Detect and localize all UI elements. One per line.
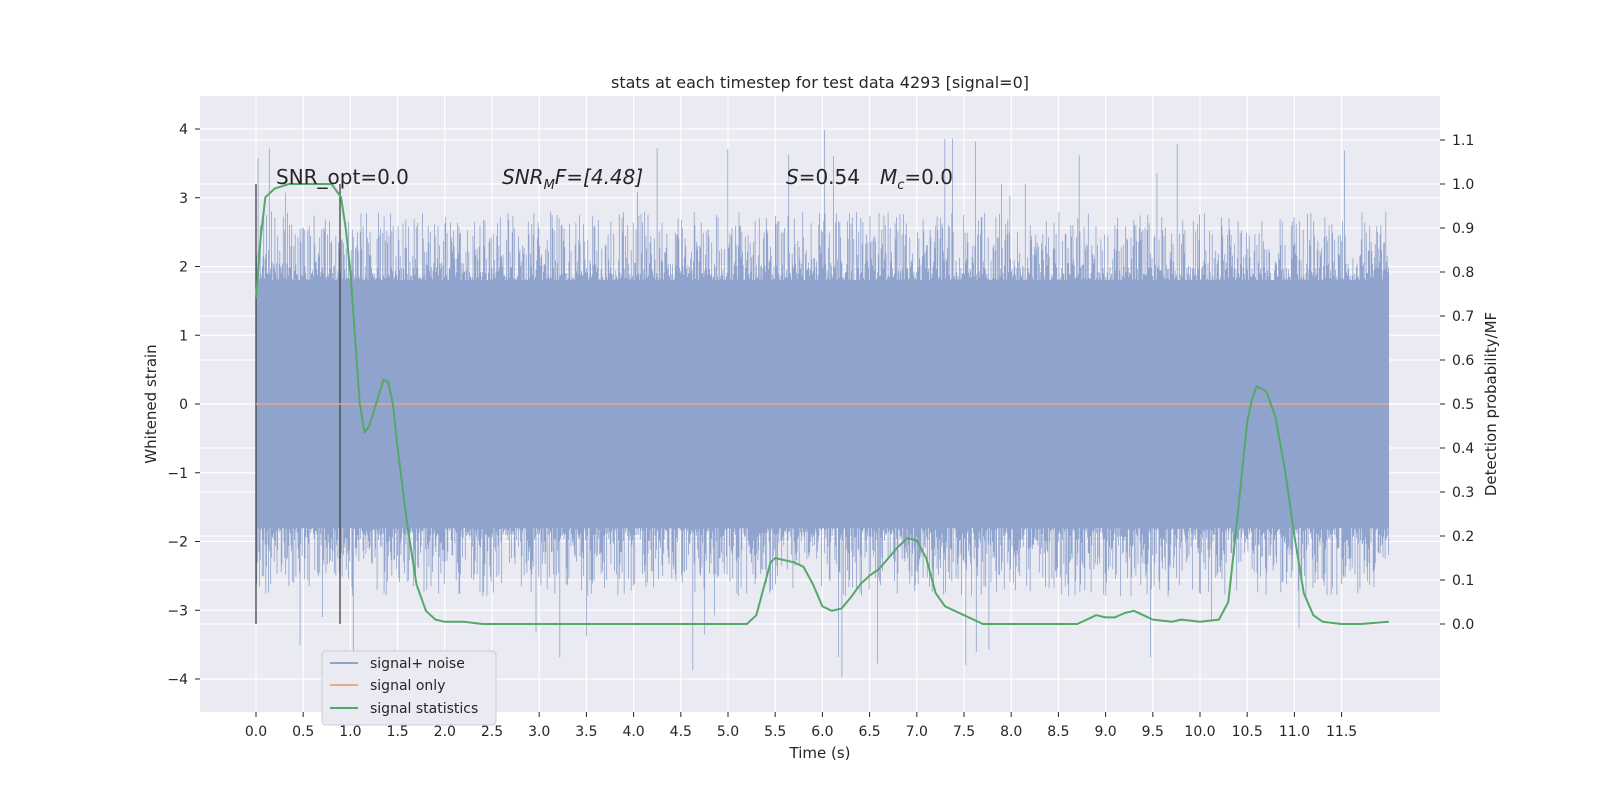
legend: signal+ noise signal only signal statist… <box>321 650 497 726</box>
y-tick-label: 1 <box>179 328 188 344</box>
y-axis-title: Whitened strain <box>142 344 160 463</box>
x-tick-label: 8.0 <box>1000 724 1022 740</box>
x-tick-label: 5.0 <box>717 724 739 740</box>
x-tick-label: 2.0 <box>434 724 456 740</box>
x-axis-title: Time (s) <box>789 744 851 762</box>
x-tick-label: 7.0 <box>906 724 928 740</box>
x-tick-label: 4.0 <box>622 724 644 740</box>
y-tick-label: −3 <box>167 603 188 619</box>
annotation-s: S=0.54 <box>786 165 860 189</box>
y2-tick-label: 0.1 <box>1452 573 1474 589</box>
y-tick-label: −4 <box>167 672 188 688</box>
x-tick-label: 11.0 <box>1279 724 1310 740</box>
y-tick-label: 0 <box>179 397 188 413</box>
y2-tick-label: 0.3 <box>1452 485 1474 501</box>
annotation-snr-mf: SNRMF=[4.48] <box>502 165 643 193</box>
x-tick-label: 0.0 <box>245 724 267 740</box>
legend-label-signal-statistics: signal statistics <box>370 701 478 717</box>
x-tick-label: 2.5 <box>481 724 503 740</box>
y2-axis-title: Detection probability/MF <box>1482 312 1500 496</box>
y-tick-label: 3 <box>179 191 188 207</box>
x-tick-label: 3.5 <box>575 724 597 740</box>
x-tick-labels: 0.0 0.5 1.0 1.5 2.0 2.5 3.0 3.5 4.0 4.5 5.0 5.5 6.0 6… <box>245 712 1357 740</box>
legend-box <box>321 650 497 726</box>
y2-tick-label: 0.2 <box>1452 529 1474 545</box>
x-tick-label: 0.5 <box>292 724 314 740</box>
y2-tick-label: 0.9 <box>1452 221 1474 237</box>
x-tick-label: 4.5 <box>670 724 692 740</box>
x-tick-label: 7.5 <box>953 724 975 740</box>
y2-tick-labels: 1.1 1.0 0.9 0.8 0.7 0.6 0.5 0.4 0.3 0.2 0.1 0.0 <box>1440 133 1474 633</box>
y2-tick-label: 0.6 <box>1452 353 1474 369</box>
y-tick-label: 4 <box>179 122 188 138</box>
y2-tick-label: 0.0 <box>1452 617 1474 633</box>
x-tick-label: 11.5 <box>1326 724 1357 740</box>
y-tick-label: −1 <box>167 466 188 482</box>
y2-tick-label: 0.4 <box>1452 441 1474 457</box>
x-tick-label: 9.5 <box>1142 724 1164 740</box>
y-tick-label: −2 <box>167 535 188 551</box>
y2-tick-label: 0.5 <box>1452 397 1474 413</box>
chart-title: stats at each timestep for test data 429… <box>611 73 1029 92</box>
x-tick-label: 6.5 <box>858 724 880 740</box>
signal-statistics-line <box>255 183 1389 625</box>
legend-label-signal-only: signal only <box>370 678 445 694</box>
y2-tick-label: 1.1 <box>1452 133 1474 149</box>
x-tick-label: 9.0 <box>1094 724 1116 740</box>
signal-statistics-series <box>255 183 1389 625</box>
y-tick-labels: 4 3 2 1 0 −1 −2 −3 −4 <box>167 122 200 688</box>
x-tick-label: 6.0 <box>811 724 833 740</box>
x-tick-label: 10.0 <box>1184 724 1215 740</box>
annotation-mc: Mc=0.0 <box>880 165 953 193</box>
legend-label-signal-noise: signal+ noise <box>370 656 465 672</box>
y2-tick-label: 0.7 <box>1452 309 1474 325</box>
x-tick-label: 3.0 <box>528 724 550 740</box>
x-tick-label: 5.5 <box>764 724 786 740</box>
x-tick-label: 10.5 <box>1232 724 1263 740</box>
x-tick-label: 1.0 <box>339 724 361 740</box>
y-tick-label: 2 <box>179 260 188 276</box>
x-tick-label: 1.5 <box>386 724 408 740</box>
y2-tick-label: 0.8 <box>1452 265 1474 281</box>
annotation-snr-opt: SNR_opt=0.0 <box>276 165 409 189</box>
y2-tick-label: 1.0 <box>1452 177 1474 193</box>
x-tick-label: 8.5 <box>1047 724 1069 740</box>
